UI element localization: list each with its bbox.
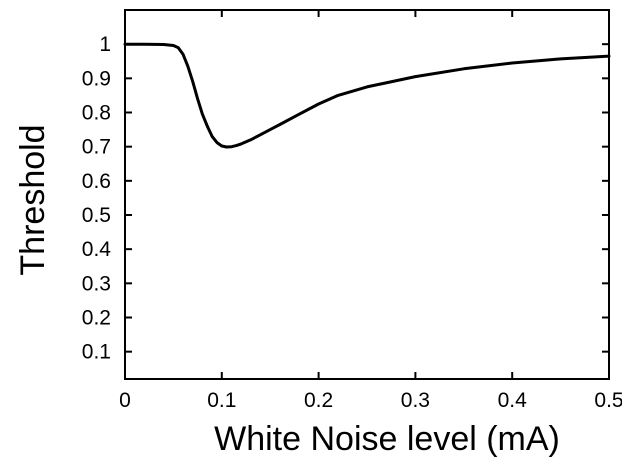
y-tick-label: 1 [99, 33, 111, 56]
x-tick-label: 0.2 [304, 389, 333, 412]
x-tick-label: 0.5 [594, 389, 622, 412]
x-tick-label: 0.1 [207, 389, 236, 412]
y-tick-label: 0.3 [82, 272, 111, 295]
y-tick-label: 0.9 [82, 67, 111, 90]
y-tick-label: 0.7 [82, 136, 111, 159]
y-axis-ticks: 0.1 0.2 0.3 0.4 0.5 0.6 0.7 0.8 0.9 1 [82, 33, 609, 364]
plot-frame [124, 9, 610, 380]
y-axis-label: Threshold [14, 124, 52, 275]
x-tick-label: 0.4 [498, 389, 528, 412]
y-tick-label: 0.5 [82, 204, 111, 227]
x-tick-label: 0 [119, 389, 131, 412]
y-tick-label: 0.1 [82, 341, 111, 364]
y-tick-label: 0.6 [82, 170, 111, 193]
y-tick-label: 0.4 [82, 238, 112, 261]
series-line [123, 42, 611, 149]
x-axis-ticks: 0 0.1 0.2 0.3 0.4 0.5 [119, 10, 622, 412]
series-layer [123, 42, 611, 149]
y-tick-label: 0.8 [82, 102, 111, 125]
x-tick-label: 0.3 [401, 389, 430, 412]
x-axis-label: White Noise level (mA) [214, 420, 560, 458]
y-tick-label: 0.2 [82, 307, 111, 330]
